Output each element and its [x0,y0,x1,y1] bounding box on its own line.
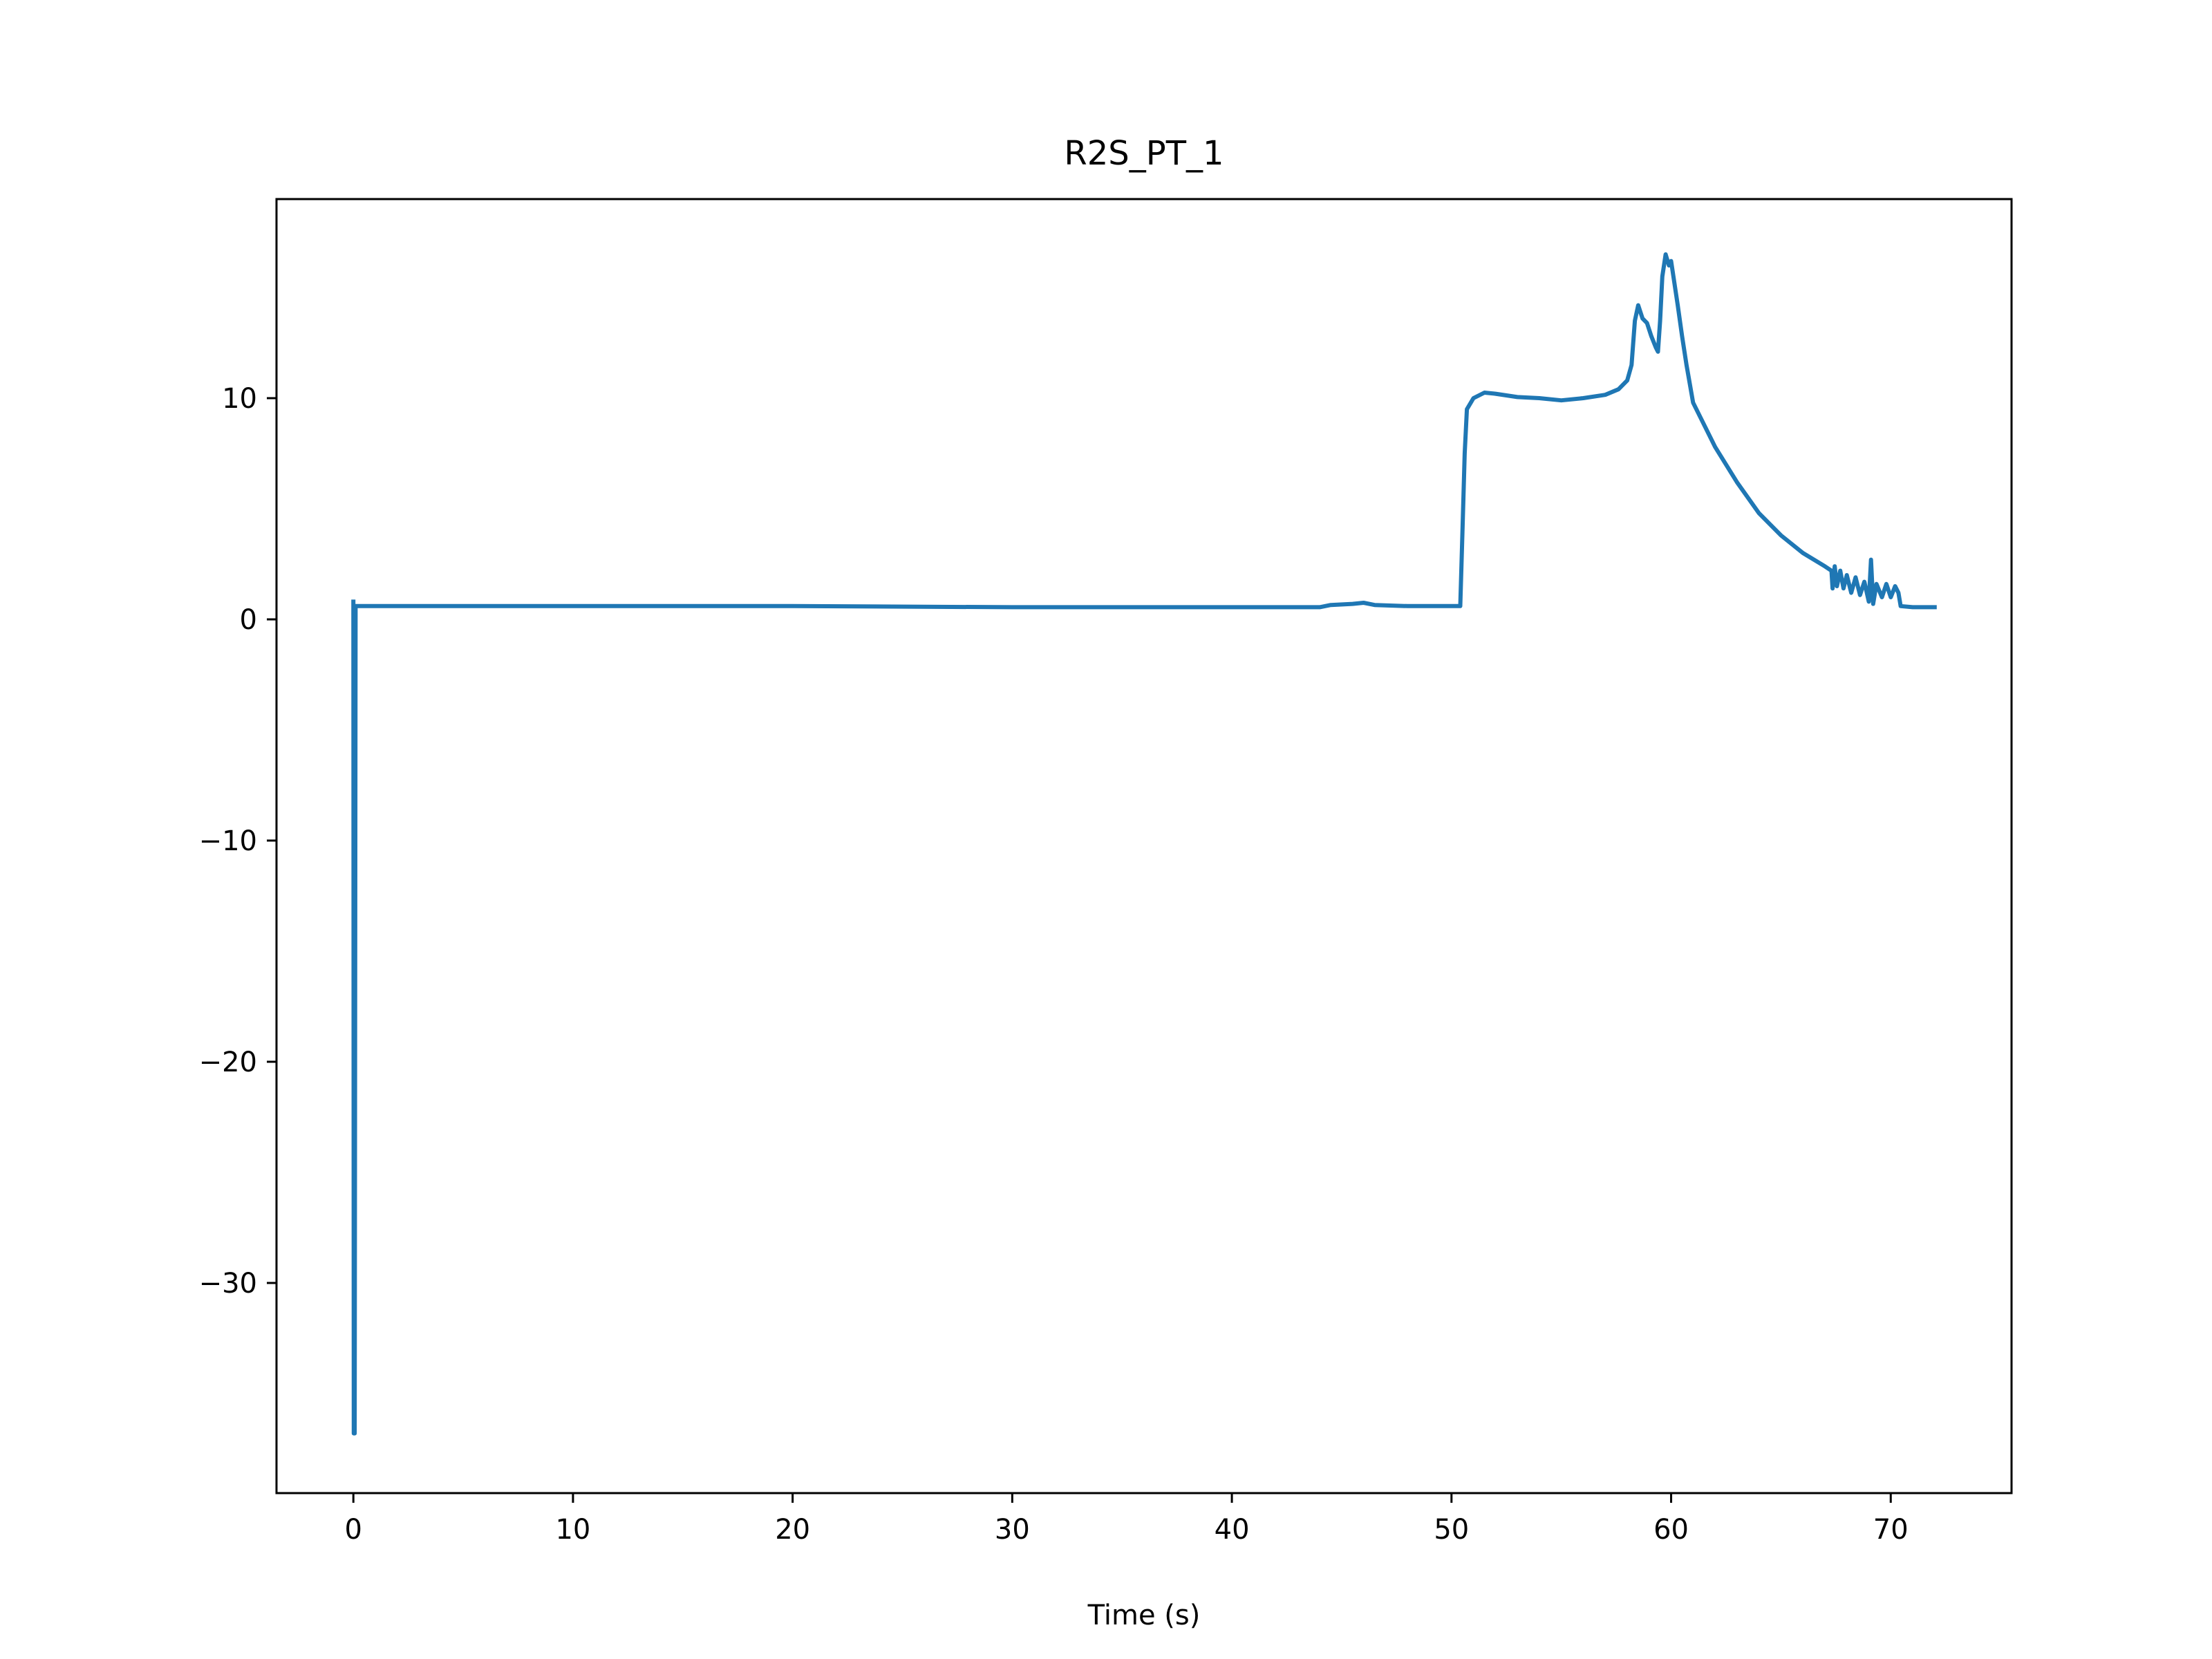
x-tick-label: 20 [775,1514,810,1546]
series-layer [351,252,1937,1436]
x-tick-label: 70 [1873,1514,1909,1546]
x-axis-ticks: 0 10 20 30 40 50 60 70 [344,1493,1909,1546]
y-axis-ticks: −30 −20 −10 0 10 [199,383,276,1300]
y-tick-label: −20 [199,1047,257,1078]
x-tick-label: 30 [995,1514,1030,1546]
x-tick-label: 60 [1653,1514,1689,1546]
x-tick-label: 40 [1215,1514,1250,1546]
plot-frame [275,198,2013,1494]
x-tick-label: 0 [344,1514,362,1546]
x-tick-label: 10 [555,1514,590,1546]
chart-title: R2S_PT_1 [1064,134,1224,173]
x-axis-label: Time (s) [1087,1600,1201,1631]
y-tick-label: 0 [240,604,257,636]
y-tick-label: −30 [199,1268,257,1300]
series-line [351,252,1937,1436]
x-tick-label: 50 [1434,1514,1469,1546]
y-tick-label: −10 [199,825,257,857]
y-tick-label: 10 [222,383,257,415]
